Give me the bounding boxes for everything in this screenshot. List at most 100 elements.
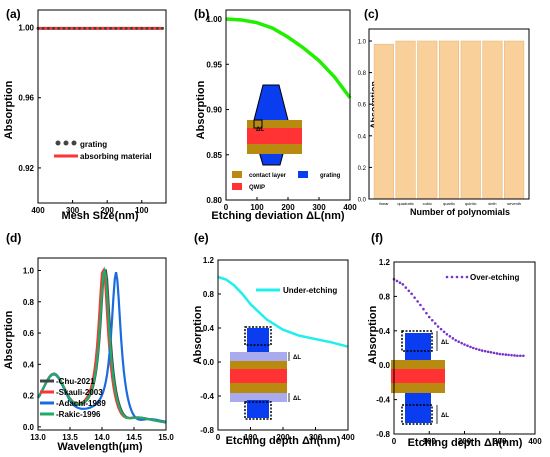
- inset-contact-bottom-f: [391, 383, 445, 393]
- point-over-etching: [475, 347, 478, 351]
- point-over-etching: [472, 346, 475, 350]
- point-grating: [135, 26, 139, 30]
- frame-d: [37, 257, 167, 431]
- y-tick-label-c: 0.8: [358, 71, 367, 77]
- y-tick-label-c: 0.2: [358, 166, 367, 172]
- legend-marker-contact: [232, 171, 242, 178]
- bar-quintic: [460, 40, 481, 200]
- bar-linear: [373, 43, 394, 200]
- point-grating: [83, 26, 87, 30]
- x-tick-label-b: 0: [224, 203, 229, 212]
- inset-etch-box-top-e: [244, 326, 272, 346]
- x-tick-label-b: 400: [343, 203, 357, 212]
- point-over-etching: [522, 354, 525, 358]
- x-tick-label-b: 100: [250, 203, 264, 212]
- series-etching-deviation: [225, 17, 352, 99]
- point-over-etching: [422, 307, 425, 311]
- point-over-etching: [427, 315, 431, 319]
- y-tick-label-c: 1.0: [358, 40, 367, 46]
- point-grating: [41, 26, 45, 30]
- x-tick-label-d: 15.0: [158, 433, 174, 442]
- x-tick-label-f: 200: [458, 437, 472, 446]
- legend-marker-over-etching: [445, 275, 449, 279]
- panel-c: (c) Absorption Number of polynomials 0.0…: [358, 7, 530, 217]
- point-grating: [78, 26, 82, 30]
- point-grating: [161, 26, 165, 30]
- inset-etch-box-bottom-f: [401, 404, 433, 425]
- inset-contact-bottom-e: [230, 383, 287, 393]
- point-over-etching: [413, 296, 416, 299]
- bar-quadratic: [395, 40, 416, 200]
- point-over-etching: [451, 337, 455, 340]
- x-tick-label-a: 300: [66, 206, 80, 215]
- x-tick-label-f: 400: [528, 437, 542, 446]
- point-over-etching: [469, 345, 472, 349]
- inset-qwip-e: [230, 369, 287, 383]
- plot-area-c: 0.0 0.2 0.4 0.6 0.8 1.0 linear quadratic cubic qu…: [358, 40, 525, 206]
- inset-delta-l-bottom-f: ΔL: [441, 413, 449, 419]
- x-axis-label-b: Etching deviation ΔL(nm): [211, 210, 345, 222]
- y-tick-label-e: 1.2: [203, 256, 215, 265]
- point-grating: [93, 26, 97, 30]
- point-grating: [62, 26, 66, 30]
- point-grating: [124, 26, 128, 30]
- legend-f: Over-etching: [445, 273, 519, 282]
- point-grating: [114, 26, 118, 30]
- x-tick-label-f: 0: [392, 437, 397, 446]
- y-tick-label-f: 0.8: [379, 292, 391, 301]
- point-over-etching: [510, 353, 513, 357]
- inset-marker-b: [253, 119, 263, 129]
- point-over-etching: [501, 353, 505, 356]
- point-over-etching: [410, 292, 413, 296]
- legend-d: -Chu-2021 -Skauli-2003 -Adachi-1989 -Rak…: [40, 377, 106, 419]
- point-over-etching: [448, 334, 452, 338]
- point-over-etching: [445, 332, 449, 336]
- inset-contact-top-e: [230, 361, 287, 369]
- y-tick-label-b: 0.90: [206, 106, 222, 115]
- y-tick-label-f: -0.4: [376, 396, 390, 405]
- point-grating: [129, 26, 133, 30]
- inset-contact-bottom-b: [247, 144, 302, 154]
- y-tick-label-d: 0.0: [23, 423, 35, 432]
- y-tick-label-c: 0.0: [358, 198, 367, 204]
- point-over-etching: [395, 279, 399, 283]
- y-tick-label-e: 0.4: [203, 324, 215, 333]
- panel-label-a: (a): [6, 7, 21, 21]
- legend-label-absorbing: absorbing material: [80, 152, 152, 161]
- y-tick-label-d: 0.6: [23, 329, 35, 338]
- y-tick-label-e: -0.8: [200, 426, 214, 435]
- x-tick-label-c: quartic: [443, 201, 455, 206]
- x-tick-label-f: 300: [493, 437, 507, 446]
- point-grating: [109, 26, 113, 30]
- inset-grating-bottom-e: [247, 400, 269, 418]
- frame-b: [225, 9, 351, 201]
- bar-quartic: [438, 40, 460, 200]
- panel-f: (f) Absorption Etching depth Δh(nm) 0 100…: [367, 231, 542, 449]
- y-axis-label-b: Absorption: [195, 80, 207, 139]
- point-grating: [150, 26, 154, 30]
- point-grating: [119, 26, 123, 30]
- point-over-etching: [460, 341, 463, 345]
- y-tick-label-e: -0.4: [200, 392, 214, 401]
- y-tick-label-b: 0.95: [206, 60, 222, 69]
- legend-b: contact layer grating QWIP: [232, 171, 341, 191]
- inset-device-b: ΔL: [247, 84, 302, 166]
- inset-qwip-b: [247, 128, 302, 144]
- point-grating: [140, 26, 144, 30]
- x-axis-label-c: Number of polynomials: [410, 207, 510, 217]
- point-over-etching: [480, 349, 484, 352]
- x-tick-label-b: 300: [312, 203, 326, 212]
- point-grating: [88, 26, 92, 30]
- x-tick-label-c: quadratic: [397, 201, 413, 206]
- panel-a: (a) Absorption Mesh Size(nm) 400 300 200 10…: [3, 7, 167, 222]
- y-axis-label-e: Absorption: [192, 305, 204, 364]
- y-tick-label-f: -0.8: [376, 430, 390, 439]
- frame-a: [37, 9, 167, 204]
- point-over-etching: [483, 349, 487, 353]
- x-tick-label-c: seventh: [507, 201, 521, 206]
- inset-device-e: ΔL ΔL: [230, 326, 301, 420]
- y-tick-label-a: 0.92: [18, 164, 34, 173]
- point-over-etching: [398, 281, 402, 285]
- point-grating: [155, 26, 159, 30]
